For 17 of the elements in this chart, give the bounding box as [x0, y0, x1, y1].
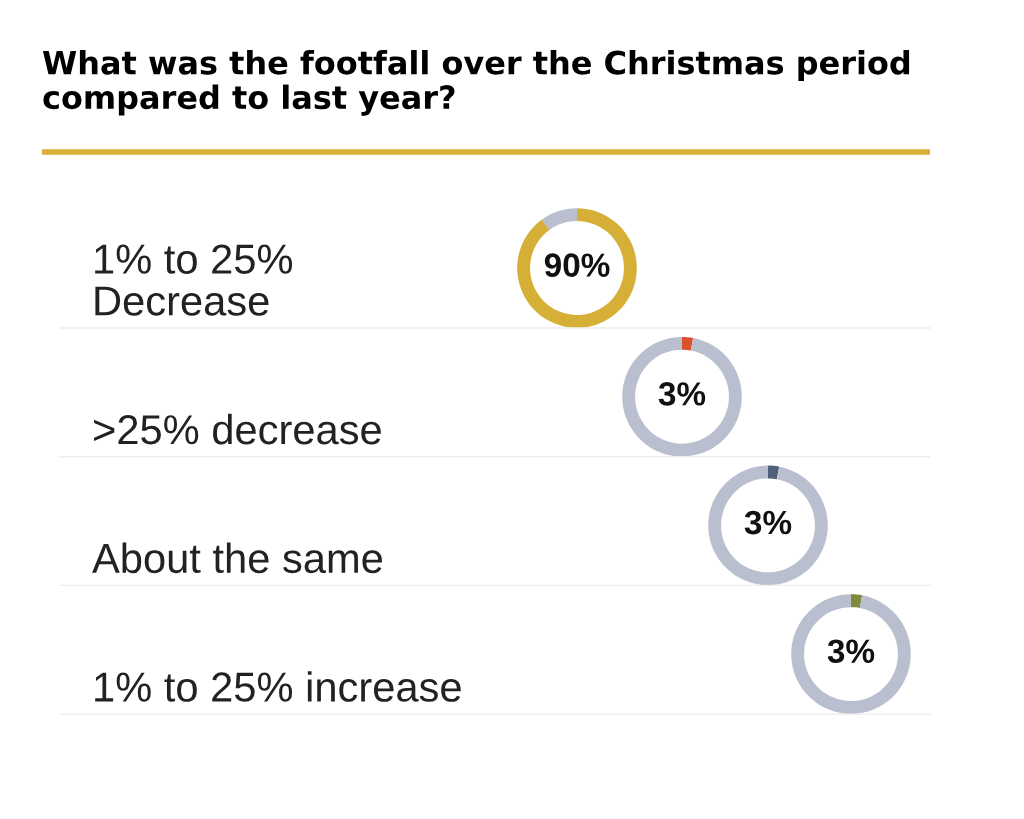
text: >25% decrease	[94, 413, 381, 445]
data-label: 3%	[744, 510, 792, 535]
data-label: 3%	[658, 382, 706, 406]
donut-slice	[622, 336, 742, 457]
donut-slice	[851, 594, 863, 608]
text: About the same	[92, 542, 382, 574]
donut-slice	[682, 336, 694, 351]
donut-slice	[768, 465, 780, 480]
donut-slice	[541, 208, 577, 231]
text: What was the footfall over the Christmas period compared to last year?	[42, 50, 910, 116]
donut-slice	[517, 208, 637, 328]
donut-slice	[791, 594, 911, 714]
text: 1% to 25% increase	[95, 671, 461, 702]
text: 1% to 25% Decrease	[95, 244, 293, 316]
data-label: 90%	[544, 253, 610, 277]
data-label: 3%	[827, 639, 875, 664]
donut-slice	[708, 465, 828, 586]
